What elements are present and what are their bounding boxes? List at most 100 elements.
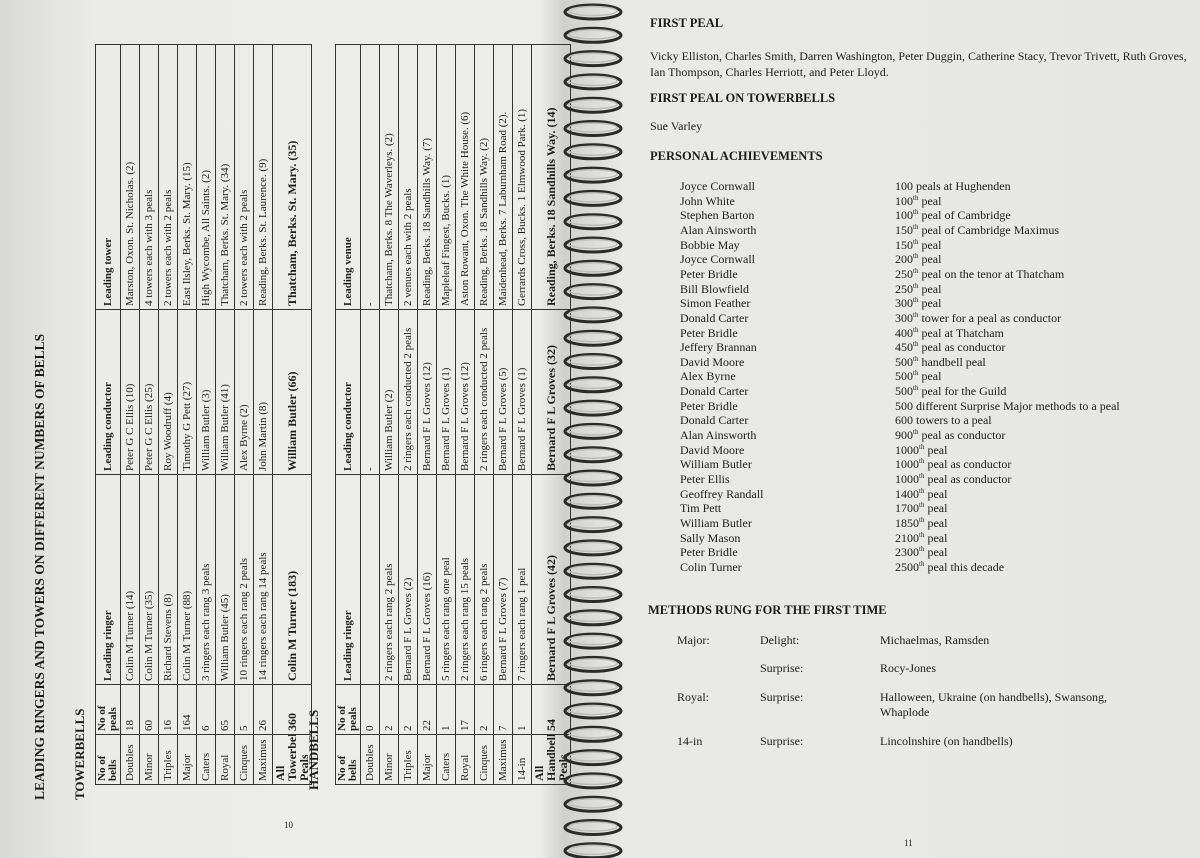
spiral-ring xyxy=(563,469,623,487)
achievement: 100th peal xyxy=(895,194,941,209)
achievement-text: peal as conductor xyxy=(927,457,1012,472)
table-cell: Reading, Berks. St. Laurence. (9) xyxy=(253,44,273,310)
achievement-text: peal xyxy=(921,281,942,296)
achievement-text: peal of Cambridge xyxy=(921,208,1011,223)
column-header: Leading conductor xyxy=(335,309,361,475)
table-cell: 1 xyxy=(512,684,532,735)
achievement-text: peal at Thatcham xyxy=(921,325,1004,340)
spiral-ring-shine xyxy=(568,378,618,390)
page-number: 11 xyxy=(904,838,913,848)
achiever-name: Donald Carter xyxy=(680,413,749,428)
achiever-name: Geoffrey Randall xyxy=(680,486,764,501)
table-cell: 14-in xyxy=(512,734,532,785)
ordinal: 1000 xyxy=(895,472,919,486)
spiral-ring xyxy=(563,166,623,184)
spiral-ring xyxy=(563,283,623,301)
spiral-ring-shine xyxy=(568,285,618,296)
ordinal: 2300 xyxy=(895,545,919,560)
table-cell: Bernard F L Groves (12) xyxy=(417,309,437,475)
table-cell: Maximus xyxy=(493,734,513,785)
achievement-text: peal xyxy=(921,296,942,311)
spiral-ring xyxy=(563,399,623,417)
table-cell: Doubles xyxy=(360,734,380,785)
spiral-ring xyxy=(563,329,623,347)
achiever-name: Peter Bridle xyxy=(680,545,738,560)
spiral-ring-shine xyxy=(568,634,618,646)
achievement: 2300th peal xyxy=(895,545,947,560)
achiever-name: Tim Pett xyxy=(680,501,722,516)
table-cell: 3 ringers each rang 3 peals xyxy=(196,474,216,685)
first-peal-heading: FIRST PEAL xyxy=(650,16,724,30)
ordinal: 250 xyxy=(895,281,913,296)
ordinal-suffix: th xyxy=(919,501,925,510)
first-peal-towerbells-heading: FIRST PEAL ON TOWERBELLS xyxy=(650,91,836,105)
table-cell: 14 ringers each rang 14 peals xyxy=(253,474,273,685)
spiral-ring-shine xyxy=(568,331,618,343)
towerbells-heading: TOWERBELLS xyxy=(72,708,87,800)
ordinal-suffix: th xyxy=(919,472,925,480)
table-row: Maximus 26 14 ringers each rang 14 peals Jo… xyxy=(253,44,273,785)
table-cell: 26 xyxy=(253,684,273,735)
achievement: 2500th peal this decade xyxy=(895,560,1004,575)
achievement: 1700th peal xyxy=(895,501,947,516)
spiral-ring-shine xyxy=(568,52,618,63)
table-cell: 2 ringers each rang 15 peals xyxy=(455,474,475,685)
spiral-binding xyxy=(563,3,623,858)
table-cell: Peter G C Ellis (25) xyxy=(139,309,159,475)
column-header: Leading conductor xyxy=(95,309,121,475)
table-cell: William Butler (3) xyxy=(196,309,216,475)
spiral-ring xyxy=(563,259,623,277)
table-cell: 2 xyxy=(379,684,399,735)
total-cell: Thatcham, Berks. St. Mary. (35) xyxy=(272,44,312,310)
spiral-ring-shine xyxy=(568,262,618,273)
achiever-name: Peter Bridle xyxy=(680,398,738,413)
spiral-ring xyxy=(563,50,623,68)
table-cell: Timothy G Pett (27) xyxy=(177,309,197,475)
achievement: 150th peal of Cambridge Maximus xyxy=(895,223,1059,238)
spiral-ring-shine xyxy=(568,681,618,692)
achiever-name: Colin Turner xyxy=(680,559,742,574)
table-row: Doubles 18 Colin M Turner (14) Peter G C El… xyxy=(120,44,140,785)
spiral-ring-shine xyxy=(568,797,618,809)
table-cell: 2 towers each with 2 peals xyxy=(158,44,178,310)
table-cell: 7 xyxy=(493,684,513,735)
table-cell: Colin M Turner (35) xyxy=(139,474,159,685)
ordinal-suffix: th xyxy=(913,208,919,217)
spiral-ring-shine xyxy=(568,774,618,786)
achievement: 200th peal xyxy=(895,252,941,267)
table-cell: 2 venues each with 2 peals xyxy=(398,44,418,310)
spiral-ring xyxy=(563,795,623,813)
achiever-name: Jeffery Brannan xyxy=(680,340,757,355)
table-row: Royal 17 2 ringers each rang 15 peals Berna… xyxy=(455,44,475,785)
achievement-text: peal as conductor xyxy=(927,472,1012,486)
ordinal: 450 xyxy=(895,340,913,355)
table-cell: 22 xyxy=(417,684,437,735)
table-row: Cinques 5 10 ringers each rang 2 peals Alex… xyxy=(234,44,254,785)
column-header: No of bells xyxy=(95,734,121,785)
column-header: No of peals xyxy=(335,684,361,735)
table-cell: Reading, Berks. 18 Sandhills Way. (7) xyxy=(417,44,437,310)
achievements-heading: PERSONAL ACHIEVEMENTS xyxy=(650,149,823,163)
table-cell: William Butler (45) xyxy=(215,474,235,685)
ordinal: 1700 xyxy=(895,501,919,516)
ordinal-suffix: th xyxy=(913,222,919,231)
spiral-ring xyxy=(563,516,623,534)
spiral-ring-shine xyxy=(568,425,618,436)
ordinal: 2100 xyxy=(895,530,919,545)
ordinal: 400 xyxy=(895,325,913,340)
achievement-text: peal as conductor xyxy=(921,428,1006,443)
ordinal-suffix: th xyxy=(913,369,919,378)
table-cell: 164 xyxy=(177,684,197,735)
achiever-name: Alan Ainsworth xyxy=(680,428,757,443)
spiral-ring xyxy=(563,96,623,114)
achievement: 150th peal xyxy=(895,238,941,253)
table-cell: Cinques xyxy=(474,734,494,785)
achiever-name: John White xyxy=(680,193,735,208)
achievement-text: peal xyxy=(927,530,948,545)
header-row: No of bells No of peals Leading ringer Lead… xyxy=(335,44,361,785)
spiral-ring xyxy=(563,446,623,464)
method-names: Lincolnshire (on handbells) xyxy=(880,734,1013,748)
table-row: Caters 1 5 ringers each rang one peal Berna… xyxy=(436,44,456,785)
table-row: Major 164 Colin M Turner (88) Timothy G Pet… xyxy=(177,44,197,785)
achiever-name: Stephen Barton xyxy=(680,208,755,223)
